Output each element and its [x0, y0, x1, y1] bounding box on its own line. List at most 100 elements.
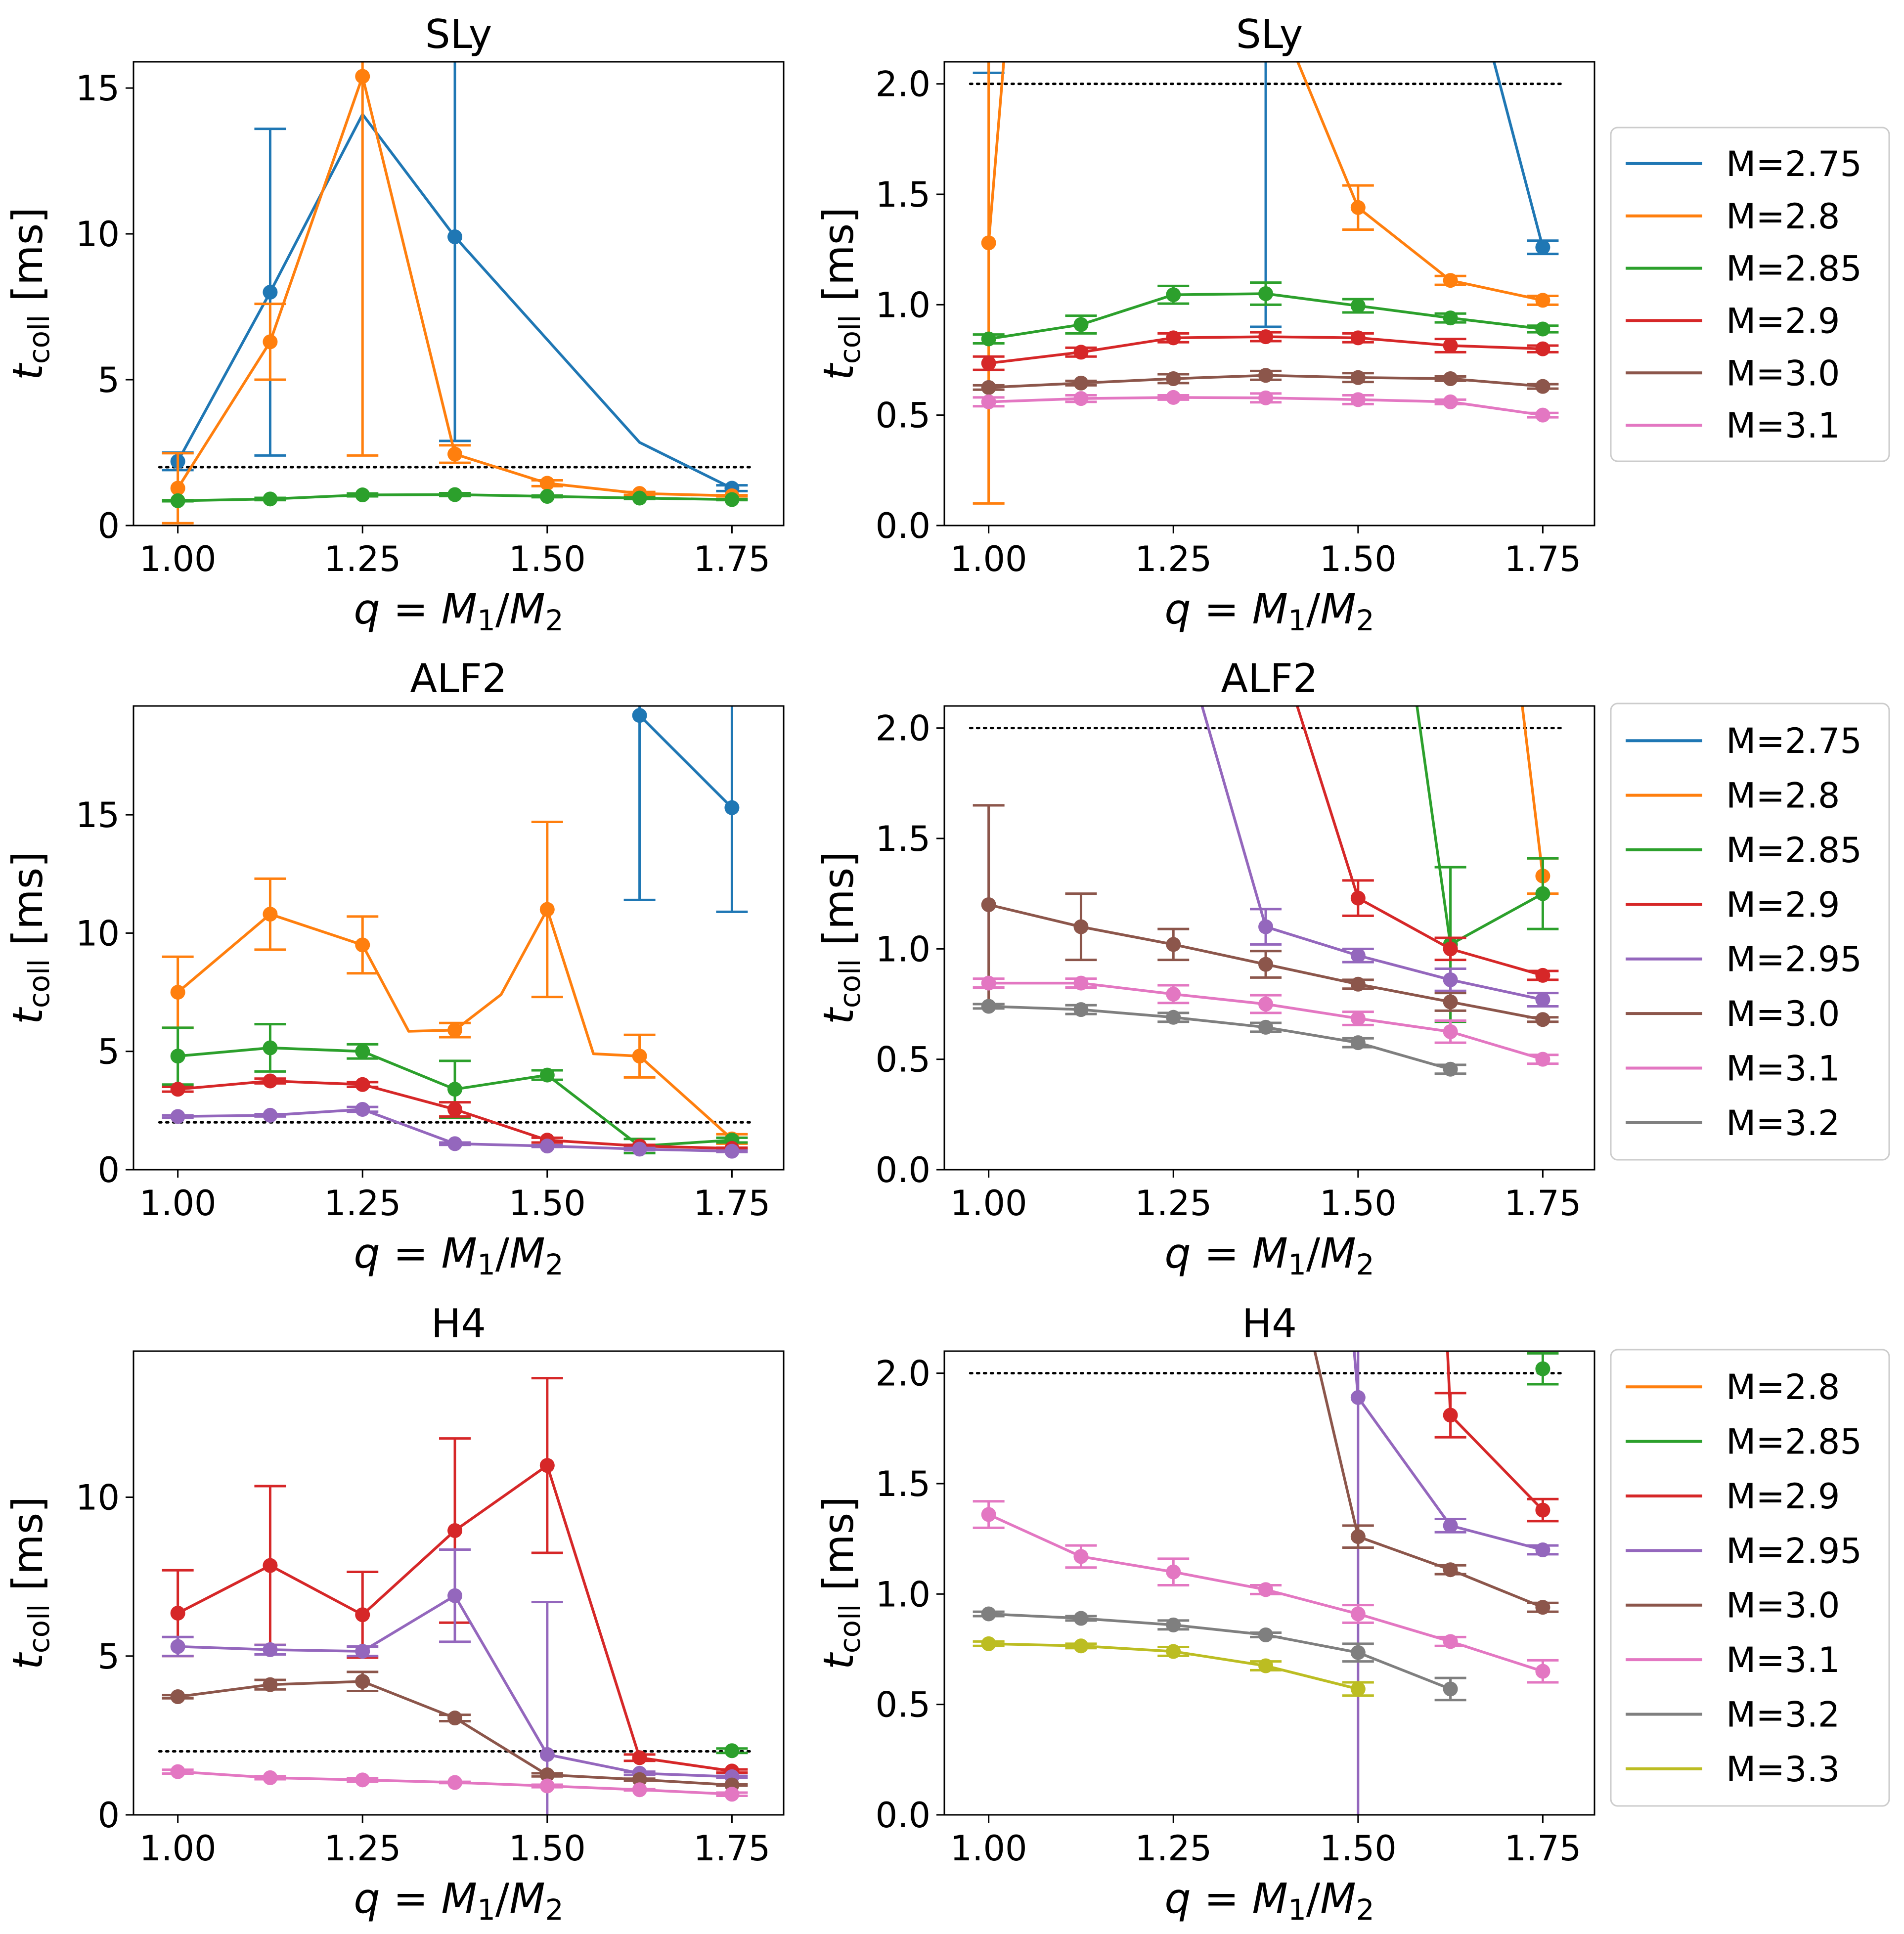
legend-item: M=3.2	[1626, 1103, 1840, 1143]
legend-label: M=2.9	[1726, 1476, 1840, 1517]
data-point	[1443, 1407, 1458, 1423]
chart-title: SLy	[425, 11, 492, 57]
data-point	[1535, 1012, 1550, 1027]
x-axis-label: q = M1/M2	[354, 585, 563, 637]
data-point	[263, 1073, 278, 1089]
data-point	[1166, 1644, 1181, 1659]
x-tick-label: 1.50	[1320, 1183, 1397, 1224]
data-point	[170, 1639, 185, 1654]
series-m-2-85	[1527, 1352, 1559, 1386]
chart-title: ALF2	[1221, 656, 1318, 702]
data-point	[447, 229, 463, 244]
data-point	[447, 446, 463, 462]
series-line	[638, 714, 733, 809]
y-tick-label: 15	[76, 795, 120, 835]
data-point	[170, 985, 185, 1000]
series-m-2-95	[162, 1101, 748, 1159]
data-point	[447, 1101, 463, 1117]
x-tick-label: 1.25	[324, 1183, 401, 1224]
data-point	[1350, 330, 1366, 346]
legend-label: M=3.0	[1726, 994, 1840, 1034]
data-point	[355, 69, 370, 84]
legend-item: M=2.85	[1626, 830, 1862, 871]
data-point	[724, 1743, 740, 1758]
data-point	[1258, 368, 1274, 383]
data-point	[539, 1139, 555, 1154]
series-m-3-2	[973, 1606, 1466, 1702]
data-point	[1535, 341, 1550, 356]
series-m-3-1	[973, 1500, 1559, 1684]
legend-item: M=3.1	[1626, 1640, 1840, 1680]
y-tick-label: 5	[97, 1636, 120, 1677]
series-m-3-0	[973, 804, 1559, 1027]
data-point	[1073, 1002, 1089, 1017]
data-point	[1535, 1052, 1550, 1067]
y-tick-label: 1.0	[876, 285, 930, 325]
data-point	[539, 489, 555, 504]
y-axis-label: tcoll [ms]	[814, 207, 867, 380]
legend-label: M=3.1	[1726, 1640, 1840, 1680]
y-tick-label: 1.5	[876, 175, 930, 215]
data-point	[981, 975, 996, 991]
legend-label: M=3.0	[1726, 1585, 1840, 1626]
legend-box	[1610, 127, 1890, 462]
y-tick-label: 10	[76, 1478, 120, 1518]
data-point	[724, 1787, 740, 1802]
x-tick-label: 1.25	[1135, 539, 1212, 579]
legend-item: M=2.95	[1626, 939, 1862, 980]
plot-area	[162, 62, 748, 525]
data-point	[355, 1077, 370, 1092]
legend-item: M=3.3	[1626, 1749, 1840, 1790]
data-point	[1350, 370, 1366, 385]
data-point	[1535, 1502, 1550, 1518]
data-point	[447, 1136, 463, 1151]
legend-item: M=3.0	[1626, 353, 1840, 394]
series-line	[177, 113, 733, 489]
data-point	[981, 897, 996, 912]
y-tick-label: 2.0	[876, 708, 930, 749]
y-axis-label: tcoll [ms]	[814, 851, 867, 1024]
y-tick-label: 0	[97, 506, 120, 546]
legend-item: M=3.0	[1626, 994, 1840, 1034]
data-point	[355, 937, 370, 953]
data-point	[263, 285, 278, 300]
data-point	[981, 1636, 996, 1651]
x-tick-label: 1.00	[139, 1828, 217, 1869]
series-m-2-9	[1295, 706, 1559, 983]
data-point	[1073, 975, 1089, 991]
data-point	[1258, 1019, 1274, 1035]
data-point	[1443, 1518, 1458, 1533]
series-m-2-95	[1350, 1351, 1559, 1815]
data-point	[981, 355, 996, 371]
y-tick-label: 0.5	[876, 396, 930, 436]
y-tick-label: 10	[76, 913, 120, 954]
data-point	[447, 1082, 463, 1097]
data-point	[1258, 957, 1274, 972]
legend-label: M=2.95	[1726, 939, 1862, 980]
data-point	[981, 1507, 996, 1522]
x-tick-label: 1.25	[324, 539, 401, 579]
data-point	[1350, 948, 1366, 963]
legend-label: M=3.2	[1726, 1103, 1840, 1143]
data-point	[1073, 391, 1089, 406]
data-point	[170, 1082, 185, 1097]
data-point	[263, 1642, 278, 1657]
data-point	[355, 1674, 370, 1689]
x-tick-label: 1.00	[139, 539, 217, 579]
chart-sly-full: SLy 1.00 1.25 1.50 1.75 0 5 10 15 q = M1/M2 tcoll …	[3, 11, 785, 637]
x-tick-label: 1.00	[950, 1828, 1027, 1869]
legend-item: M=2.75	[1626, 144, 1862, 184]
series-m-2-9	[973, 329, 1559, 371]
x-axis-label: q = M1/M2	[354, 1874, 563, 1927]
series-m-3-0	[1313, 1351, 1559, 1615]
data-point	[170, 1764, 185, 1779]
legend-item: M=2.95	[1626, 1531, 1862, 1571]
data-point	[355, 1772, 370, 1788]
data-point	[170, 493, 185, 508]
data-point	[1166, 1564, 1181, 1580]
data-point	[1443, 1562, 1458, 1578]
legend-item: M=3.2	[1626, 1694, 1840, 1735]
data-point	[1258, 286, 1274, 301]
data-point	[1443, 1024, 1458, 1039]
